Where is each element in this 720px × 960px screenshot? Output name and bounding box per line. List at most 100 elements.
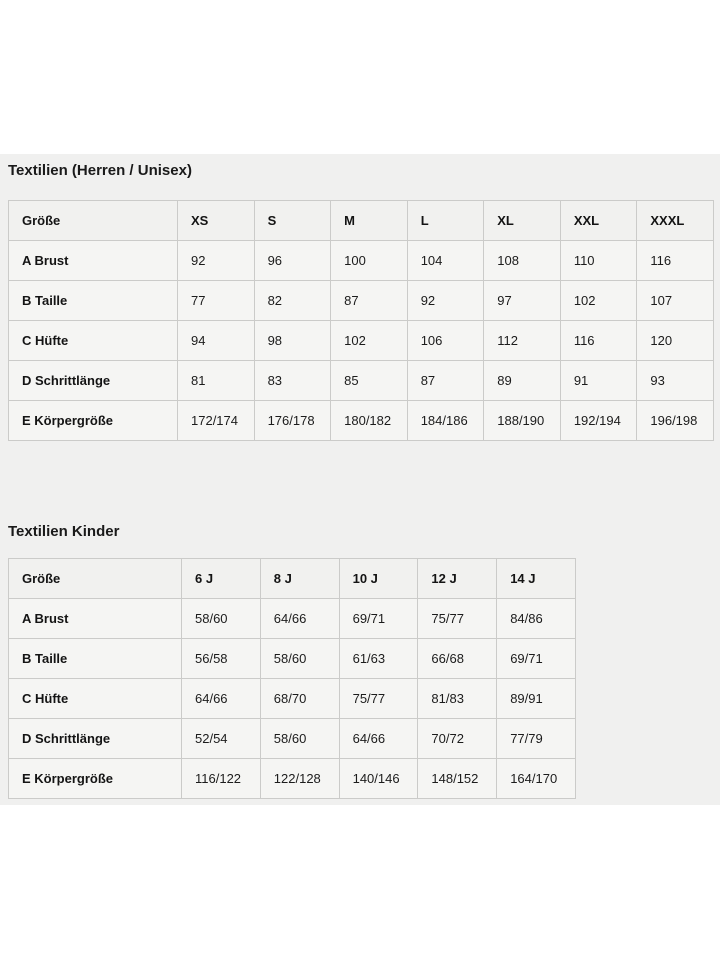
corner-header-cell: Größe [8, 558, 182, 599]
measurement-value-cell: 100 [330, 240, 408, 281]
measurement-value-cell: 116/122 [181, 758, 261, 799]
measurement-value-cell: 106 [406, 320, 485, 361]
size-table-herren-unisex: Größe XS S M L XL XXL XXXL A Brust 92 96 100 104 108… [8, 200, 714, 441]
measurement-label-cell: E Körpergröße [8, 758, 182, 799]
measurement-value-cell: 58/60 [181, 598, 261, 639]
table-row: A Brust 92 96 100 104 108 110 116 [8, 240, 714, 281]
size-column-header: L [406, 200, 485, 241]
measurement-value-cell: 77 [177, 280, 255, 321]
table-row: E Körpergröße 172/174 176/178 180/182 184/18… [8, 400, 714, 441]
size-column-header: 6 J [181, 558, 261, 599]
size-column-header: S [253, 200, 332, 241]
measurement-value-cell: 89 [483, 360, 561, 401]
measurement-value-cell: 84/86 [496, 598, 576, 639]
measurement-value-cell: 196/198 [636, 400, 714, 441]
measurement-value-cell: 116 [636, 240, 714, 281]
measurement-value-cell: 58/60 [259, 638, 340, 679]
measurement-value-cell: 93 [636, 360, 714, 401]
size-column-header: XS [177, 200, 255, 241]
measurement-label-cell: A Brust [8, 598, 182, 639]
measurement-value-cell: 85 [330, 360, 408, 401]
measurement-label-cell: C Hüfte [8, 320, 178, 361]
measurement-value-cell: 97 [483, 280, 561, 321]
corner-header-cell: Größe [8, 200, 178, 241]
table-row: E Körpergröße 116/122 122/128 140/146 148/15… [8, 758, 576, 799]
size-table-header-row: Größe XS S M L XL XXL XXXL [8, 200, 714, 241]
measurement-value-cell: 66/68 [417, 638, 498, 679]
measurement-value-cell: 180/182 [330, 400, 408, 441]
measurement-label-cell: A Brust [8, 240, 178, 281]
measurement-value-cell: 102 [559, 280, 638, 321]
table-row: A Brust 58/60 64/66 69/71 75/77 84/86 [8, 598, 576, 639]
measurement-value-cell: 75/77 [417, 598, 498, 639]
table-row: C Hüfte 94 98 102 106 112 116 120 [8, 320, 714, 361]
table-row: D Schrittlänge 52/54 58/60 64/66 70/72 77/79 [8, 718, 576, 759]
table-row: C Hüfte 64/66 68/70 75/77 81/83 89/91 [8, 678, 576, 719]
measurement-value-cell: 92 [177, 240, 255, 281]
measurement-value-cell: 164/170 [496, 758, 576, 799]
measurement-value-cell: 107 [636, 280, 714, 321]
measurement-value-cell: 98 [253, 320, 332, 361]
size-column-header: XXL [559, 200, 638, 241]
measurement-value-cell: 122/128 [259, 758, 340, 799]
measurement-value-cell: 102 [330, 320, 408, 361]
measurement-value-cell: 92 [406, 280, 485, 321]
measurement-value-cell: 184/186 [406, 400, 485, 441]
measurement-value-cell: 104 [406, 240, 485, 281]
measurement-value-cell: 89/91 [496, 678, 576, 719]
measurement-value-cell: 77/79 [496, 718, 576, 759]
measurement-label-cell: D Schrittlänge [8, 718, 182, 759]
measurement-value-cell: 64/66 [181, 678, 261, 719]
measurement-value-cell: 75/77 [338, 678, 419, 719]
measurement-value-cell: 87 [406, 360, 485, 401]
size-column-header: XL [483, 200, 561, 241]
measurement-label-cell: C Hüfte [8, 678, 182, 719]
measurement-value-cell: 56/58 [181, 638, 261, 679]
measurement-value-cell: 148/152 [417, 758, 498, 799]
section-title-herren-unisex: Textilien (Herren / Unisex) [8, 162, 192, 179]
measurement-value-cell: 61/63 [338, 638, 419, 679]
measurement-value-cell: 64/66 [338, 718, 419, 759]
size-column-header: XXXL [636, 200, 714, 241]
measurement-value-cell: 116 [559, 320, 638, 361]
measurement-value-cell: 64/66 [259, 598, 340, 639]
table-row: D Schrittlänge 81 83 85 87 89 91 93 [8, 360, 714, 401]
measurement-value-cell: 69/71 [496, 638, 576, 679]
measurement-label-cell: D Schrittlänge [8, 360, 178, 401]
measurement-value-cell: 52/54 [181, 718, 261, 759]
measurement-value-cell: 91 [559, 360, 638, 401]
measurement-value-cell: 82 [253, 280, 332, 321]
size-column-header: 12 J [417, 558, 498, 599]
measurement-value-cell: 70/72 [417, 718, 498, 759]
measurement-label-cell: E Körpergröße [8, 400, 178, 441]
measurement-value-cell: 172/174 [177, 400, 255, 441]
table-row: B Taille 56/58 58/60 61/63 66/68 69/71 [8, 638, 576, 679]
measurement-value-cell: 83 [253, 360, 332, 401]
measurement-value-cell: 58/60 [259, 718, 340, 759]
measurement-value-cell: 110 [559, 240, 638, 281]
measurement-value-cell: 69/71 [338, 598, 419, 639]
table-row: B Taille 77 82 87 92 97 102 107 [8, 280, 714, 321]
measurement-value-cell: 120 [636, 320, 714, 361]
size-column-header: 8 J [259, 558, 340, 599]
measurement-value-cell: 94 [177, 320, 255, 361]
measurement-value-cell: 81/83 [417, 678, 498, 719]
size-column-header: 14 J [496, 558, 576, 599]
size-chart-panel: Textilien (Herren / Unisex) Größe XS S M L XL… [0, 154, 720, 805]
measurement-value-cell: 81 [177, 360, 255, 401]
measurement-value-cell: 96 [253, 240, 332, 281]
measurement-label-cell: B Taille [8, 638, 182, 679]
measurement-value-cell: 87 [330, 280, 408, 321]
measurement-label-cell: B Taille [8, 280, 178, 321]
measurement-value-cell: 112 [483, 320, 561, 361]
measurement-value-cell: 176/178 [253, 400, 332, 441]
measurement-value-cell: 68/70 [259, 678, 340, 719]
size-column-header: M [330, 200, 408, 241]
measurement-value-cell: 108 [483, 240, 561, 281]
measurement-value-cell: 192/194 [559, 400, 638, 441]
section-title-kinder: Textilien Kinder [8, 523, 120, 540]
measurement-value-cell: 188/190 [483, 400, 561, 441]
measurement-value-cell: 140/146 [338, 758, 419, 799]
